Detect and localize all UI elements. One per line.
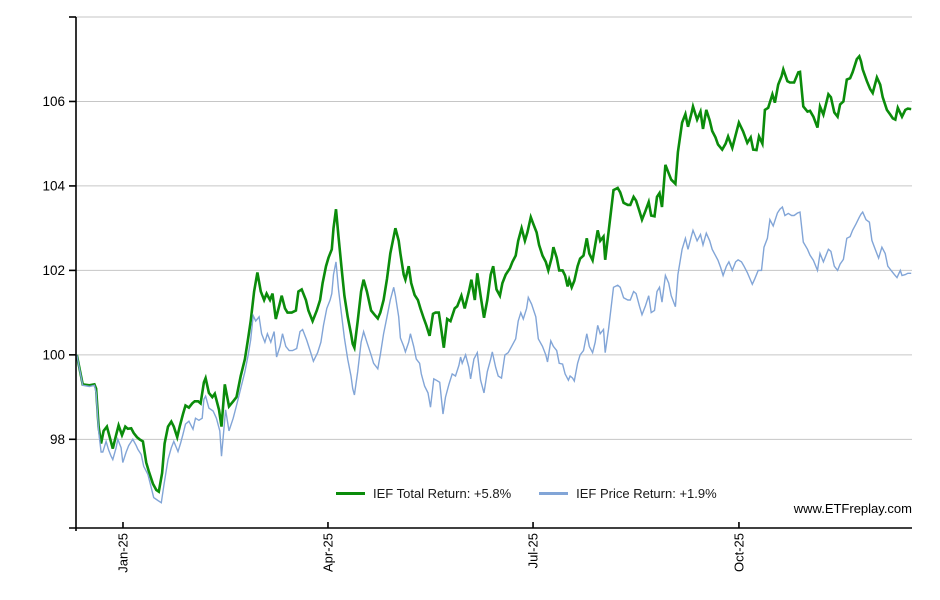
- legend-item-price-return: IEF Price Return: +1.9%: [539, 486, 717, 501]
- series-line-ief-price-return: [76, 205, 912, 504]
- y-tick-label-104: 104: [42, 178, 65, 193]
- y-tick-label-106: 106: [42, 94, 65, 109]
- legend-label-total-return: IEF Total Return: +5.8%: [373, 486, 512, 501]
- y-tick-label-98: 98: [50, 432, 65, 447]
- price-return-line-swatch: [539, 492, 569, 495]
- x-tick-label-Apr-25: Apr-25: [320, 533, 335, 572]
- legend-label-price-return: IEF Price Return: +1.9%: [576, 486, 717, 501]
- y-tick-label-102: 102: [42, 263, 65, 278]
- total-return-line-swatch: [336, 492, 365, 495]
- x-tick-label-Jul-25: Jul-25: [526, 533, 541, 568]
- x-tick-label-Oct-25: Oct-25: [731, 533, 746, 572]
- series-line-ief-total-return: [75, 53, 912, 494]
- x-tick-label-Jan-25: Jan-25: [115, 533, 130, 573]
- chart-legend: IEF Total Return: +5.8% IEF Price Return…: [336, 486, 717, 501]
- legend-item-total-return: IEF Total Return: +5.8%: [336, 486, 511, 501]
- etfreplay-watermark-link[interactable]: www.ETFreplay.com: [793, 501, 912, 516]
- y-tick-label-100: 100: [42, 347, 65, 362]
